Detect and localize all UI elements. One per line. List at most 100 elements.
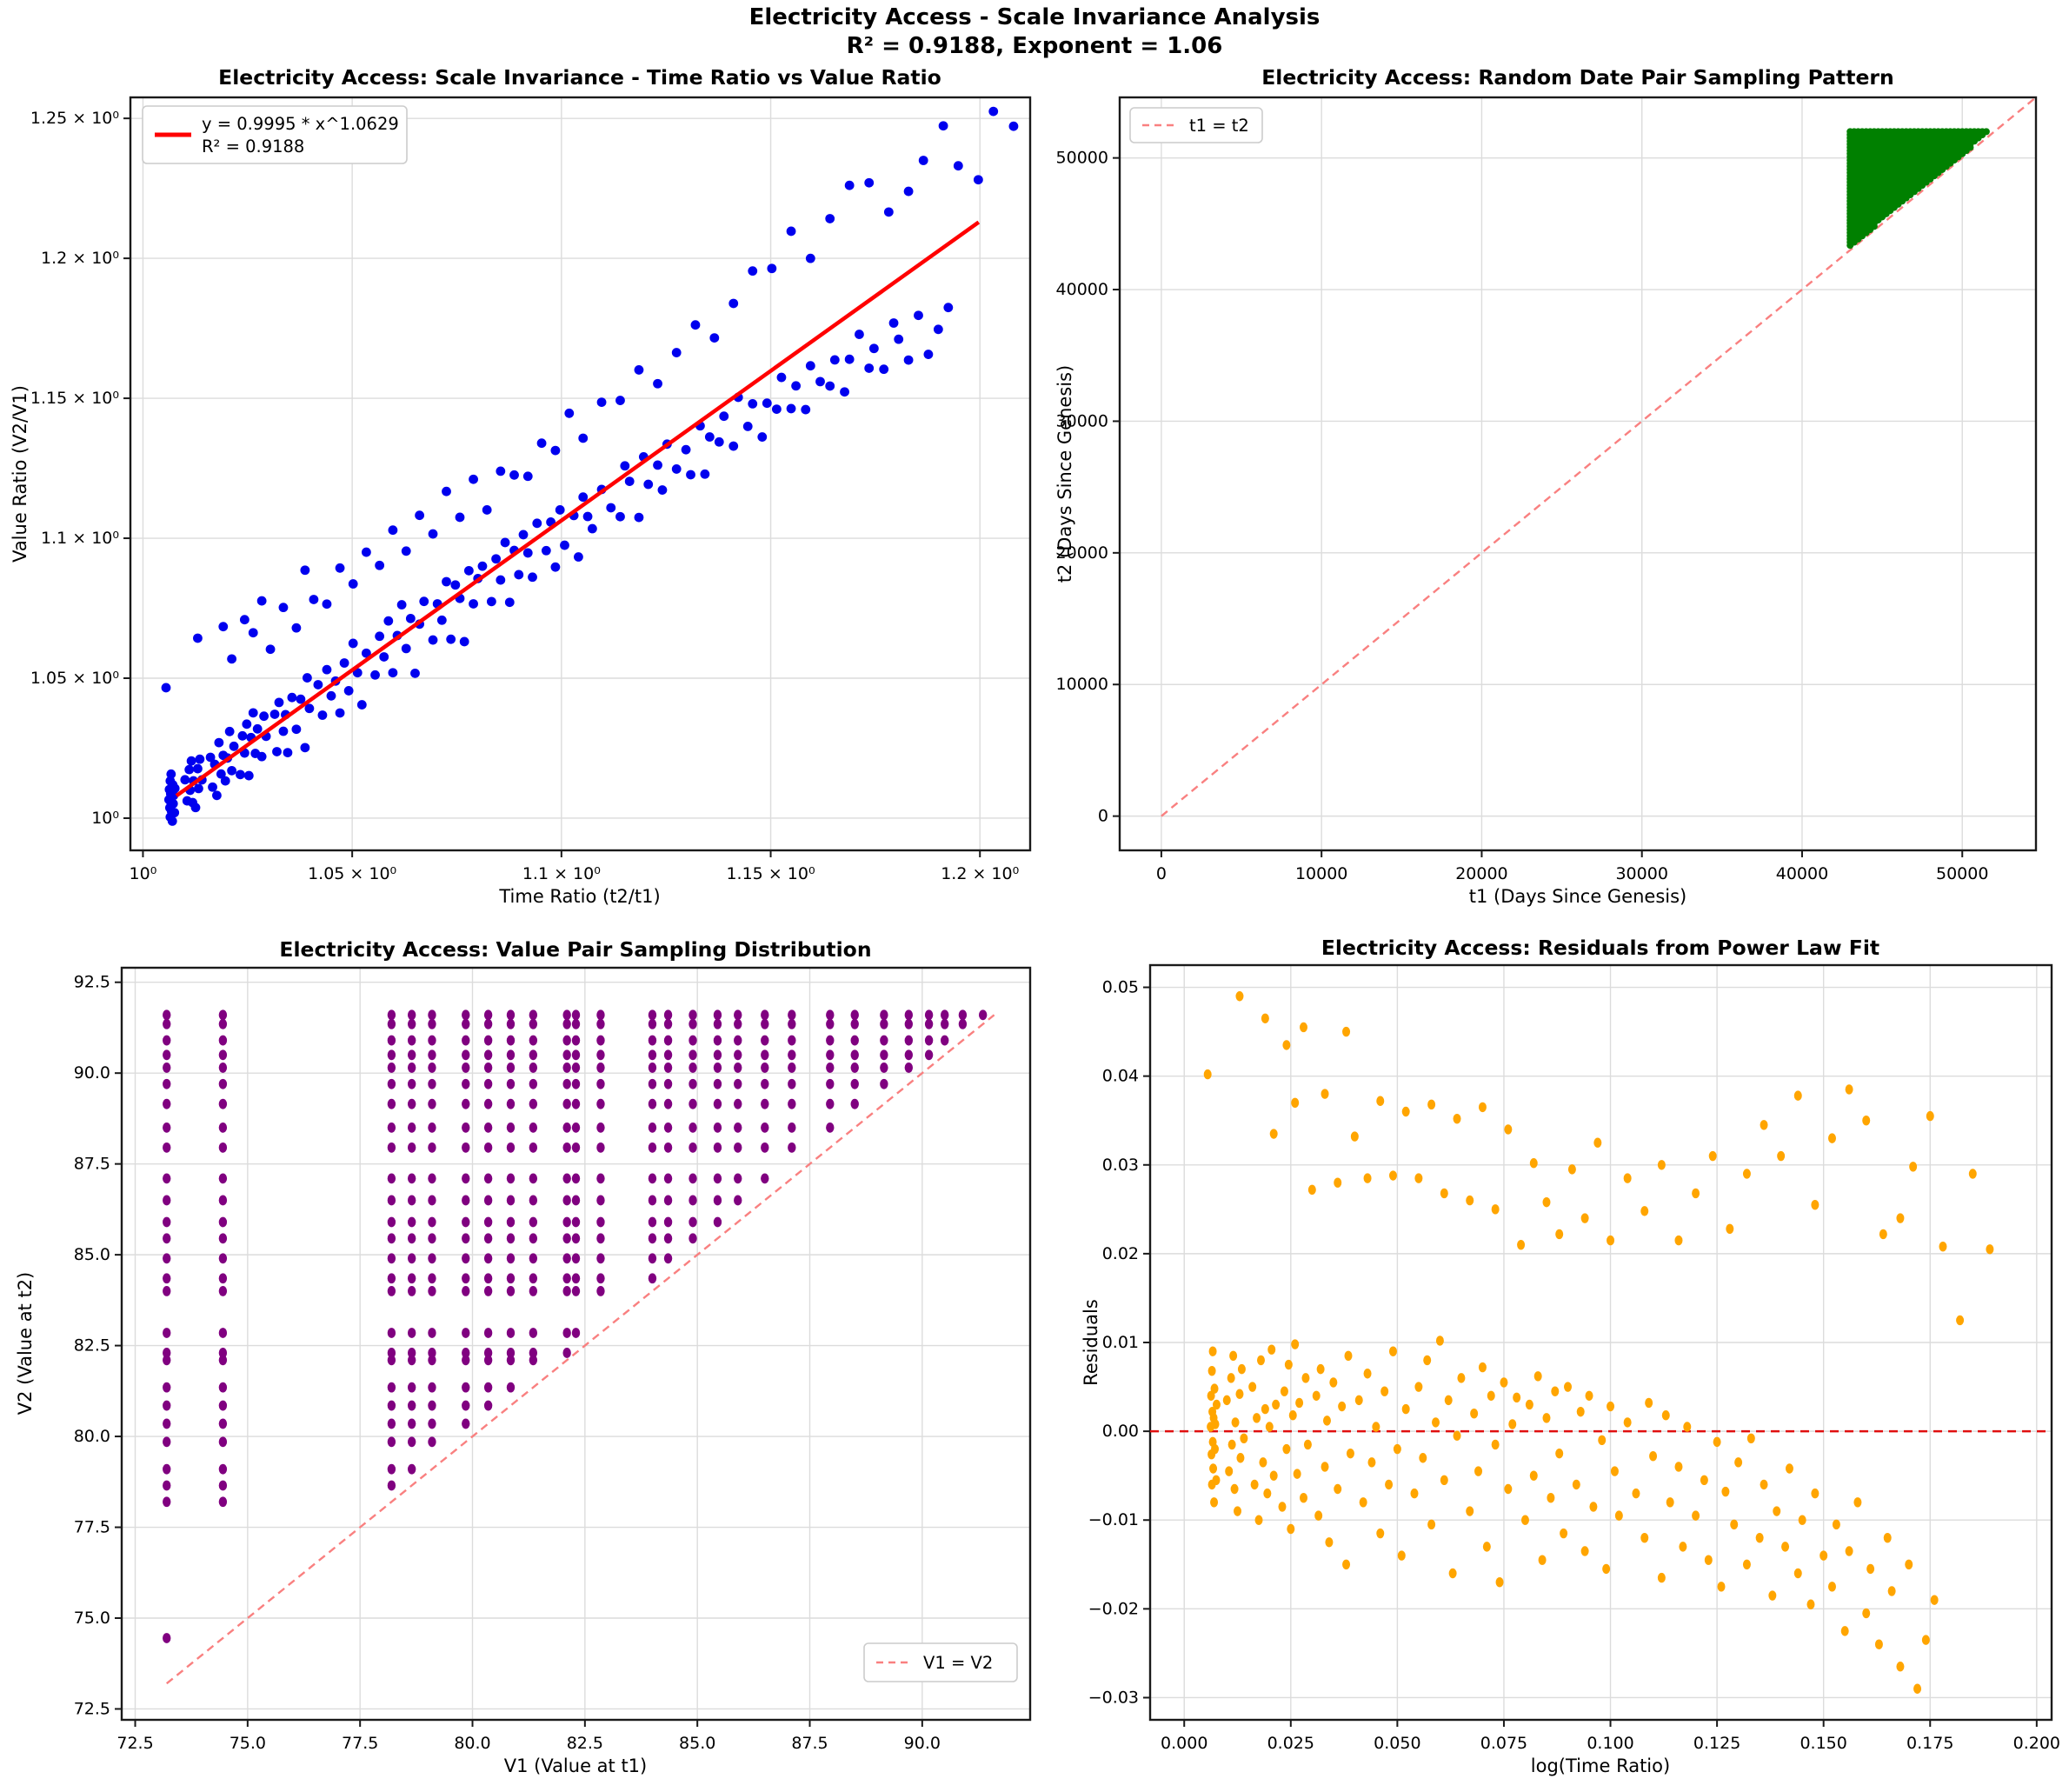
y-tick-label: 0.02 (1102, 1244, 1139, 1263)
residual-point (1261, 1403, 1269, 1415)
scatter-point (522, 548, 533, 558)
value-pair-point (826, 1009, 835, 1021)
value-pair-point (924, 1049, 934, 1061)
residual-point (1734, 1457, 1743, 1468)
residual-point (1533, 1371, 1542, 1382)
scatter-point (450, 580, 461, 590)
value-pair-point (850, 1063, 859, 1073)
value-pair-point (428, 1233, 436, 1244)
scatter-point (482, 505, 492, 515)
residual-point (1717, 1582, 1726, 1592)
residual-point (1793, 1568, 1802, 1579)
residual-point (1704, 1555, 1713, 1565)
scatter-point (227, 654, 237, 664)
value-pair-point (713, 1142, 722, 1153)
value-pair-point (387, 1142, 396, 1153)
value-pair-point (407, 1173, 416, 1184)
residual-point (1380, 1386, 1389, 1396)
value-pair-point (648, 1273, 657, 1284)
scatter-point (653, 378, 662, 389)
scatter-point (728, 298, 739, 309)
date-pair-region-points (1846, 128, 1990, 250)
grid-value-pair-sampling (122, 968, 1030, 1720)
ticks-date-pair-sampling: 0 10000 20000 30000 40000 50000 0 10000 20000 300… (1056, 149, 1989, 883)
grid-residuals (1150, 965, 2052, 1720)
scatter-point (356, 700, 367, 709)
value-pair-point (571, 1328, 581, 1338)
residual-point (1338, 1401, 1347, 1412)
residual-point (1755, 1532, 1764, 1543)
residual-point (1397, 1550, 1406, 1561)
scatter-point (742, 422, 753, 431)
residual-point (1267, 1344, 1276, 1355)
scatter-point (653, 460, 662, 470)
value-pair-point (562, 1142, 571, 1153)
residual-point (1453, 1430, 1461, 1441)
scatter-point (243, 770, 254, 781)
residual-point (1909, 1162, 1918, 1172)
y-tick-label: 1.25 × 10⁰ (30, 109, 119, 128)
scatter-point (477, 561, 488, 571)
figure-suptitle: Electricity Access - Scale Invariance An… (0, 3, 2069, 60)
residual-point (1440, 1475, 1448, 1485)
value-pair-point (529, 1173, 538, 1184)
value-pair-point (407, 1382, 416, 1393)
legend-label: V1 = V2 (923, 1653, 993, 1673)
value-pair-point (529, 1273, 538, 1284)
value-pair-point (483, 1400, 493, 1411)
value-pair-point (850, 1009, 859, 1021)
residual-point (1282, 1040, 1291, 1050)
value-pair-point (734, 1098, 742, 1109)
x-tick-label: 1.15 × 10⁰ (726, 864, 815, 883)
value-pair-point (689, 1233, 697, 1244)
residual-point (1482, 1542, 1491, 1552)
value-pair-point (788, 1142, 796, 1153)
value-pair-point (529, 1328, 538, 1338)
residual-point (1444, 1395, 1453, 1406)
residual-point (1896, 1662, 1905, 1672)
residual-point (1614, 1510, 1623, 1521)
residual-point (1423, 1355, 1432, 1366)
value-pair-point (387, 1418, 396, 1429)
scatter-point (208, 782, 217, 792)
residual-point (1939, 1242, 1947, 1252)
residual-point (1282, 1443, 1291, 1455)
scatter-point (704, 432, 715, 442)
scatter-point (214, 737, 224, 748)
residual-point (1376, 1528, 1385, 1539)
chart-title: Electricity Access: Residuals from Power… (1321, 936, 1879, 960)
scatter-point (428, 529, 438, 539)
value-pair-point (648, 1216, 657, 1228)
value-pair-point (387, 1436, 396, 1448)
residual-point (1542, 1413, 1551, 1423)
scatter-point (248, 708, 258, 718)
scatter-point (532, 518, 542, 529)
value-pair-point (529, 1078, 538, 1089)
value-pair-point (483, 1009, 493, 1021)
value-pair-point (462, 1400, 470, 1411)
value-pair-point (529, 1035, 538, 1046)
value-pair-point (218, 1436, 228, 1448)
x-tick-label: 75.0 (230, 1734, 266, 1753)
scatter-point (938, 121, 948, 131)
x-tick-label: 0.175 (1906, 1734, 1953, 1753)
residual-point (1529, 1470, 1538, 1481)
scatter-point (864, 363, 875, 373)
value-pair-point (218, 1253, 228, 1264)
scatter-point (903, 186, 914, 197)
value-pair-point (529, 1009, 538, 1021)
value-pair-point (506, 1063, 516, 1073)
value-pair-point (506, 1348, 516, 1358)
residual-point (1760, 1479, 1768, 1490)
value-pair-point (218, 1122, 228, 1133)
scatter-point (193, 763, 203, 774)
scatter-point (352, 668, 363, 678)
residual-point (1547, 1493, 1555, 1503)
residual-point (1883, 1532, 1892, 1543)
residual-point (1359, 1497, 1367, 1508)
scatter-point (348, 579, 358, 589)
value-pair-point (163, 1286, 171, 1296)
value-pair-point (462, 1348, 470, 1358)
value-pair-point (428, 1348, 436, 1358)
residual-point (1321, 1462, 1329, 1472)
